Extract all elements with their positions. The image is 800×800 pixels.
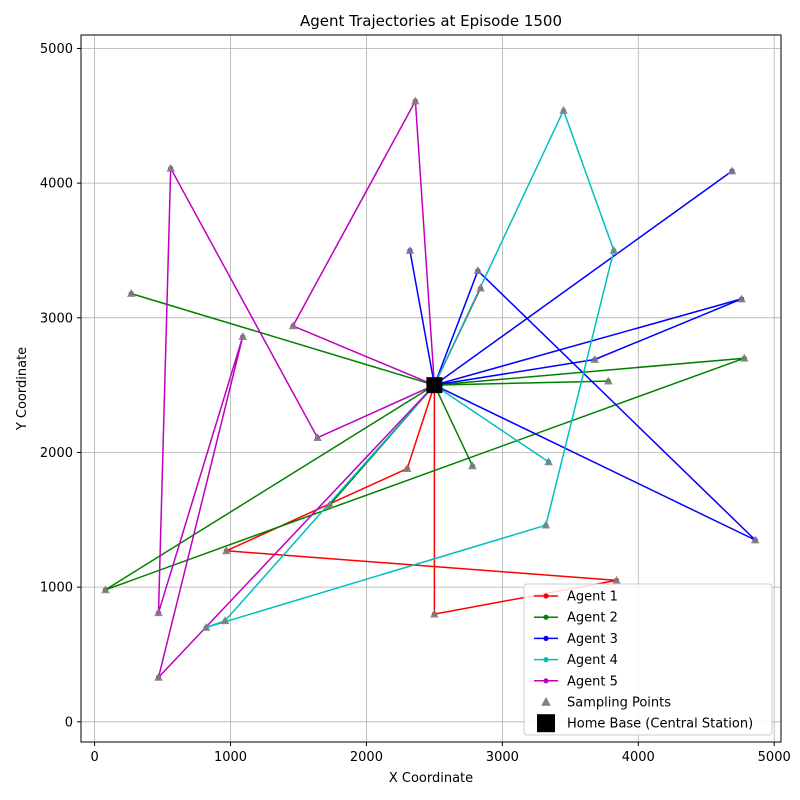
sampling-point xyxy=(238,332,248,341)
legend-label: Sampling Points xyxy=(567,696,671,711)
sampling-point xyxy=(313,433,322,442)
x-axis-title: X Coordinate xyxy=(389,771,473,786)
y-tick-label: 0 xyxy=(65,715,73,730)
sampling-point xyxy=(609,245,619,254)
legend-label: Agent 4 xyxy=(567,653,618,668)
x-tick-label: 1000 xyxy=(214,750,247,765)
legend-label: Agent 2 xyxy=(567,611,618,626)
sampling-point xyxy=(166,163,175,172)
legend-box xyxy=(523,583,773,736)
sampling-point xyxy=(541,520,551,529)
legend-item-home-base: Home Base (Central Station) xyxy=(537,714,753,733)
x-tick-label: 2000 xyxy=(350,750,383,765)
y-tick-label: 2000 xyxy=(40,446,73,461)
home-base-layer xyxy=(426,377,443,394)
legend-item-agent-4: Agent 4 xyxy=(534,653,618,668)
x-tick-label: 4000 xyxy=(622,750,655,765)
legend-label: Agent 5 xyxy=(567,674,618,689)
legend-item-agent-5: Agent 5 xyxy=(534,674,618,689)
legend-marker xyxy=(543,614,549,620)
legend-marker xyxy=(537,714,555,733)
sampling-point xyxy=(559,105,568,114)
legend-marker xyxy=(543,593,549,599)
sampling-point xyxy=(476,283,485,292)
sampling-point xyxy=(727,166,737,175)
sampling-point xyxy=(288,321,298,330)
sampling-point xyxy=(740,353,749,362)
sampling-point xyxy=(325,500,335,509)
sampling-point xyxy=(154,672,163,681)
tick-layer: 0 1000 2000 3000 4000 5000 0 1000 2000 3000 4000 50… xyxy=(40,42,791,765)
legend-item-agent-1: Agent 1 xyxy=(534,590,618,605)
sampling-point xyxy=(411,96,420,105)
legend-label: Home Base (Central Station) xyxy=(567,717,753,732)
legend: Agent 1 Agent 2 Agent 3 Agent 4 Agent 5 Sampl… xyxy=(523,583,773,736)
legend-item-agent-3: Agent 3 xyxy=(534,632,618,647)
y-axis-title: Y Coordinate xyxy=(15,347,30,431)
plot-frame xyxy=(80,34,782,743)
sampling-point xyxy=(604,376,613,385)
sampling-point xyxy=(405,245,415,254)
sampling-point xyxy=(468,461,477,470)
legend-item-agent-2: Agent 2 xyxy=(534,611,618,626)
x-tick-label: 5000 xyxy=(758,750,791,765)
sampling-point xyxy=(737,294,746,303)
legend-item-sampling-points: Sampling Points xyxy=(541,696,671,711)
y-tick-label: 4000 xyxy=(40,177,73,192)
sampling-point xyxy=(430,609,439,618)
legend-label: Agent 1 xyxy=(567,590,618,605)
sampling-point xyxy=(544,457,553,466)
legend-marker xyxy=(541,697,551,706)
legend-marker xyxy=(543,657,549,663)
sampling-point xyxy=(612,575,621,584)
sampling-point xyxy=(154,608,163,617)
chart-title: Agent Trajectories at Episode 1500 xyxy=(300,12,562,30)
home-base-marker xyxy=(426,377,443,394)
sampling-point xyxy=(222,546,231,555)
sampling-point xyxy=(590,355,600,363)
sampling-point xyxy=(201,623,211,631)
y-tick-label: 1000 xyxy=(40,581,73,596)
x-tick-label: 3000 xyxy=(486,750,519,765)
legend-marker xyxy=(543,635,549,642)
series-line xyxy=(157,100,436,679)
y-tick-label: 3000 xyxy=(40,311,73,326)
legend-marker xyxy=(543,678,549,684)
sampling-point xyxy=(220,616,230,625)
sampling-point xyxy=(473,266,483,275)
sampling-point xyxy=(101,585,110,594)
x-tick-label: 0 xyxy=(90,750,98,765)
sampling-point xyxy=(750,535,760,544)
legend-label: Agent 3 xyxy=(567,632,618,647)
sampling-point xyxy=(402,464,412,473)
y-tick-label: 5000 xyxy=(40,42,73,57)
sampling-point xyxy=(127,289,136,297)
sampling-points-layer xyxy=(101,96,760,681)
